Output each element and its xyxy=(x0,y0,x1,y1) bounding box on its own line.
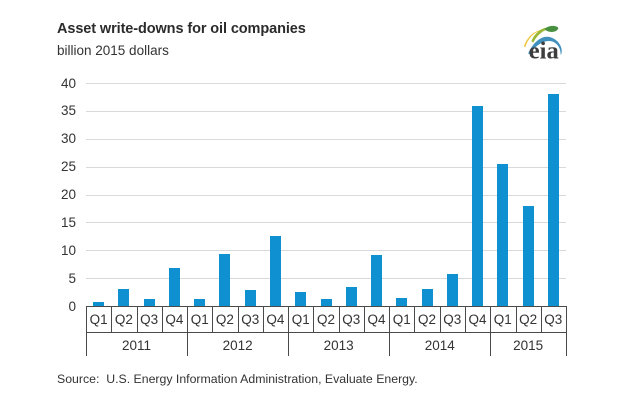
svg-text:eia: eia xyxy=(529,37,559,60)
